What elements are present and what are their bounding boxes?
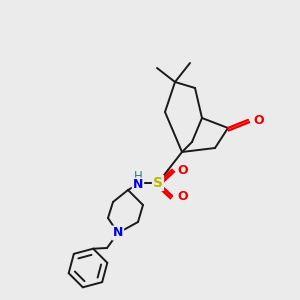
Text: N: N (113, 226, 123, 239)
Text: O: O (177, 164, 188, 176)
Text: O: O (253, 113, 264, 127)
Text: N: N (133, 178, 143, 191)
Text: S: S (153, 176, 163, 190)
Text: H: H (134, 169, 142, 182)
Text: O: O (177, 190, 188, 202)
